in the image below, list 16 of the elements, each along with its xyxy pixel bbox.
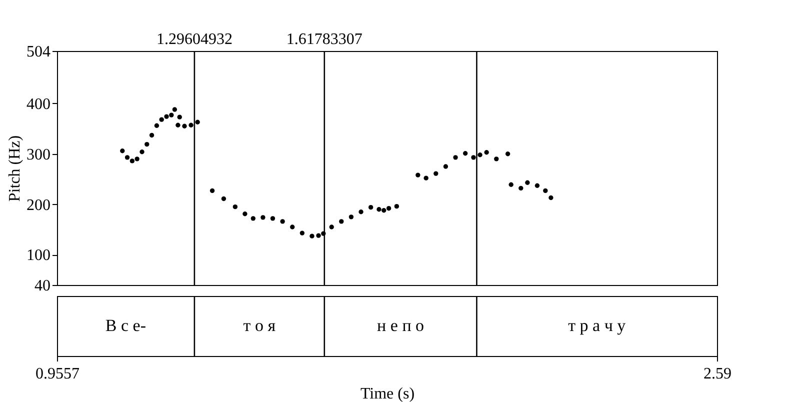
text: т р а ч у <box>568 316 626 335</box>
y-tick-label: 300 <box>26 146 50 164</box>
text: В с е- <box>105 316 146 335</box>
y-axis-title: Pitch (Hz) <box>6 135 24 202</box>
y-tick-label: 504 <box>26 44 50 60</box>
x-tick-label: 0.9557 <box>36 366 80 382</box>
x-axis-title: Time (s) <box>360 386 415 402</box>
y-tick-label: 400 <box>26 96 50 113</box>
ref-line-label: 1.61783307 <box>286 31 362 48</box>
x-tick-label: 2.59 <box>704 366 732 382</box>
text: н е п о <box>377 316 424 335</box>
text: т о я <box>243 316 276 335</box>
y-tick-label: 100 <box>26 247 50 264</box>
ref-line-label: 1.29604932 <box>156 31 232 48</box>
y-tick-label: 200 <box>26 196 50 214</box>
y-tick-label: 40 <box>34 278 50 294</box>
